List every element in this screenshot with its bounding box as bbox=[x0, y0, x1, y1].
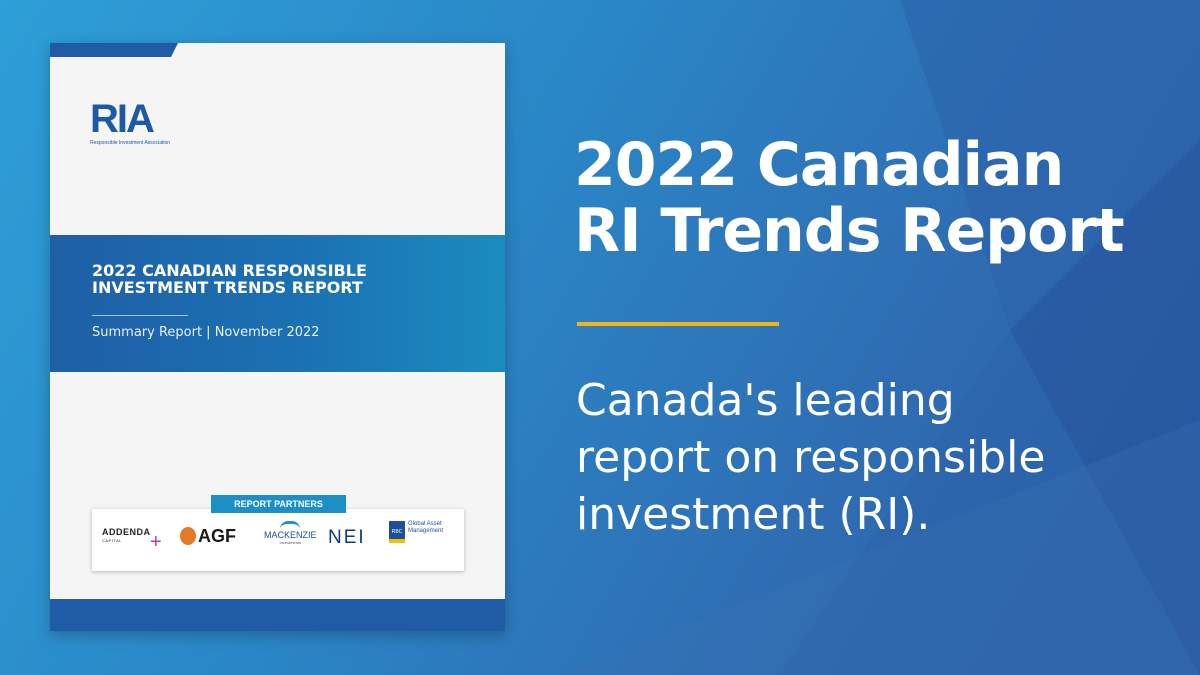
tiger-icon bbox=[180, 527, 196, 545]
nei-logo: NEI bbox=[328, 527, 366, 548]
cover-subtitle: Summary Report | November 2022 bbox=[92, 325, 320, 340]
headline: 2022 Canadian RI Trends Report bbox=[574, 132, 1184, 264]
cover-title-line2: Investment Trends Report bbox=[92, 278, 363, 297]
addenda-name: ADDENDA bbox=[102, 527, 151, 537]
agf-name: AGF bbox=[198, 526, 236, 546]
cover-footer-bar bbox=[50, 599, 505, 631]
tagline-line1: Canada's leading bbox=[576, 375, 955, 426]
addenda-plus-icon: + bbox=[150, 531, 163, 553]
agf-logo: AGF bbox=[180, 526, 236, 547]
headline-line2: RI Trends Report bbox=[574, 196, 1125, 266]
mackenzie-logo: MACKENZIE Investments bbox=[264, 521, 317, 545]
mackenzie-sub: Investments bbox=[279, 540, 302, 545]
ria-logo: RIA Responsible Investment Association bbox=[90, 99, 170, 146]
cover-title-line1: 2022 Canadian Responsible bbox=[92, 261, 367, 280]
cover-top-tab bbox=[50, 43, 178, 57]
report-cover: RIA Responsible Investment Association 2… bbox=[50, 43, 505, 631]
rbc-text: Global Asset Management bbox=[408, 521, 443, 535]
addenda-logo: ADDENDA CAPITAL + bbox=[102, 527, 162, 553]
accent-divider bbox=[577, 322, 779, 326]
cover-divider bbox=[92, 315, 188, 316]
rbc-line1: Global Asset bbox=[408, 521, 442, 527]
rbc-logo: RBCGlobal Asset Management bbox=[389, 521, 443, 543]
cover-title: 2022 Canadian Responsible Investment Tre… bbox=[92, 262, 472, 296]
rbc-shield-icon: RBC bbox=[389, 521, 405, 543]
tagline: Canada's leading report on responsible i… bbox=[576, 372, 1186, 543]
headline-line1: 2022 Canadian bbox=[574, 130, 1064, 200]
ria-logo-mark: RIA bbox=[90, 97, 155, 141]
partners-label: REPORT PARTNERS bbox=[211, 495, 346, 513]
mackenzie-arc-icon bbox=[280, 521, 301, 529]
addenda-sub: CAPITAL bbox=[102, 538, 122, 543]
cover-title-band: 2022 Canadian Responsible Investment Tre… bbox=[50, 235, 505, 372]
mackenzie-name: MACKENZIE bbox=[264, 530, 317, 540]
tagline-line2: report on responsible bbox=[576, 432, 1046, 483]
partners-logos: ADDENDA CAPITAL + AGF MACKENZIE Investme… bbox=[92, 509, 464, 571]
tagline-line3: investment (RI). bbox=[576, 489, 931, 540]
ria-logo-subtext: Responsible Investment Association bbox=[90, 140, 171, 146]
rbc-line2: Management bbox=[408, 528, 444, 534]
